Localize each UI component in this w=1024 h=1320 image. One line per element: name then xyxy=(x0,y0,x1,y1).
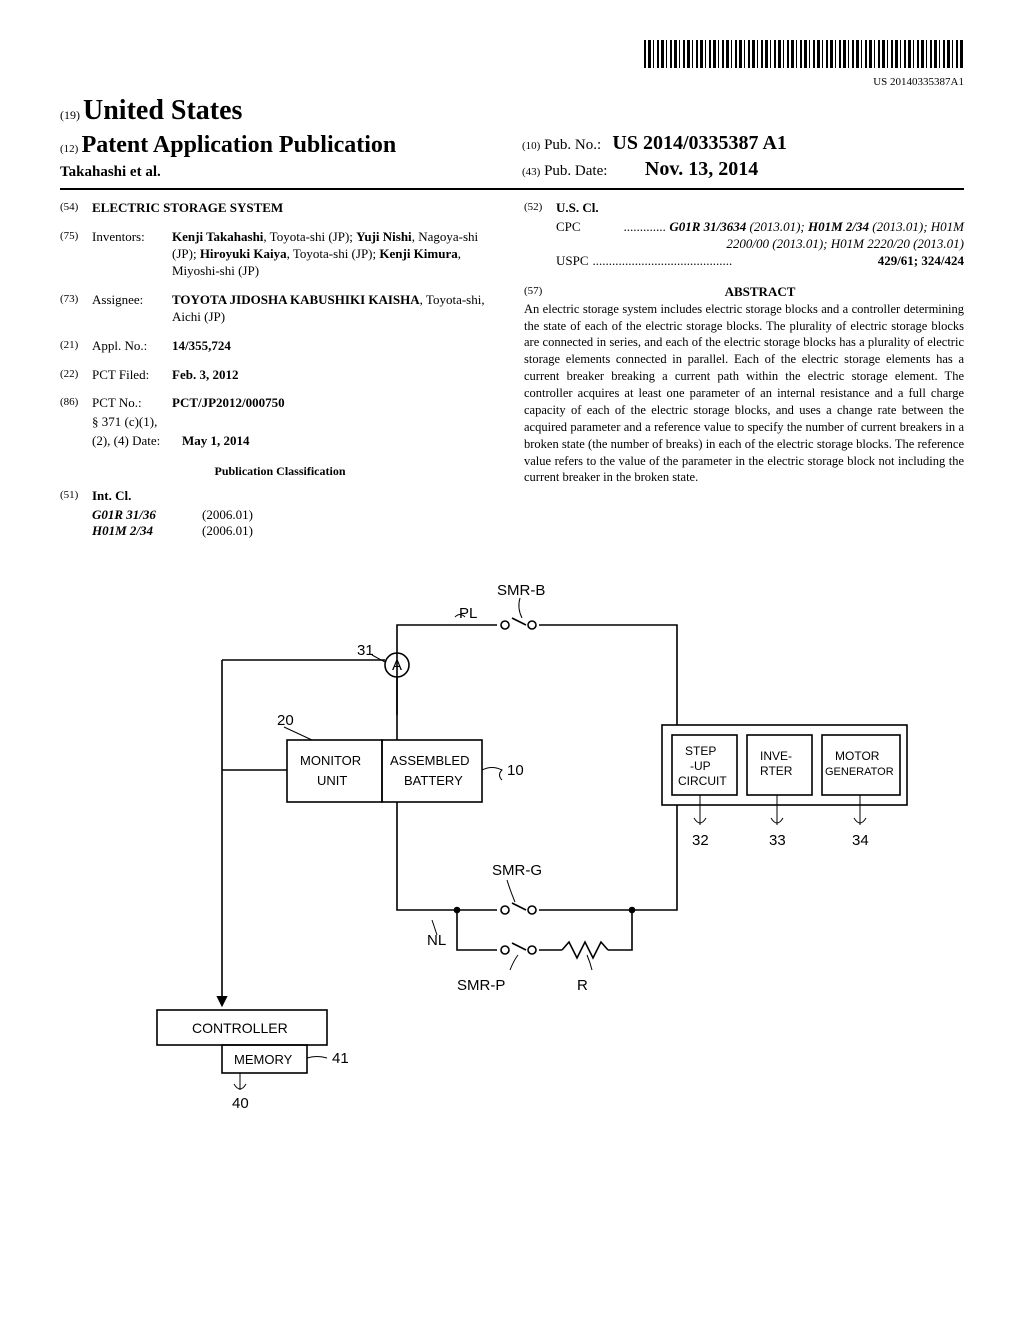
code-86: (86) xyxy=(60,395,92,412)
label-r: R xyxy=(577,977,588,994)
label-smr-g: SMR-G xyxy=(492,862,542,879)
label-40: 40 xyxy=(232,1095,249,1110)
intcl-label: Int. Cl. xyxy=(92,488,131,503)
uspc-value: 429/61; 324/424 xyxy=(878,253,964,270)
applno-label: Appl. No.: xyxy=(92,338,172,355)
pub-date-label: Pub. Date: xyxy=(544,163,607,179)
abstract-text: An electric storage system includes elec… xyxy=(524,301,964,487)
label-31: 31 xyxy=(357,642,374,659)
code-21: (21) xyxy=(60,338,92,355)
label-41: 41 xyxy=(332,1050,349,1067)
label-33: 33 xyxy=(769,832,786,849)
code-43: (43) xyxy=(522,166,540,178)
label-pl: PL xyxy=(459,605,477,622)
inventors-text: Kenji Takahashi, Toyota-shi (JP); Yuji N… xyxy=(172,229,500,280)
label-a: A xyxy=(392,657,402,674)
code-73: (73) xyxy=(60,292,92,326)
pctfiled-value: Feb. 3, 2012 xyxy=(172,367,238,382)
box-inverter-1: INVE- xyxy=(760,749,792,763)
circuit-diagram: PL SMR-B A 31 MONITOR UNIT ASSEMBLED BAT… xyxy=(60,570,964,1110)
code-10: (10) xyxy=(522,140,540,152)
box-stepup-2: -UP xyxy=(690,759,711,773)
right-column: (52) U.S. Cl. CPC ............. G01R 31/… xyxy=(524,200,964,540)
left-column: (54) ELECTRIC STORAGE SYSTEM (75) Invent… xyxy=(60,200,500,540)
barcode xyxy=(644,40,964,68)
pctfiled-label: PCT Filed: xyxy=(92,367,172,384)
pub-no-label: Pub. No.: xyxy=(544,137,601,153)
box-controller: CONTROLLER xyxy=(192,1020,288,1036)
box-motor-2: GENERATOR xyxy=(825,766,894,778)
box-monitor-1: MONITOR xyxy=(300,753,361,768)
pub-no: US 2014/0335387 A1 xyxy=(612,132,786,154)
box-inverter-2: RTER xyxy=(760,764,793,778)
f86-sub1: § 371 (c)(1), xyxy=(92,414,500,431)
f86-sub2-label: (2), (4) Date: xyxy=(92,433,182,450)
pub-classification-heading: Publication Classification xyxy=(60,464,500,480)
cpc-value: G01R 31/3634 xyxy=(669,219,746,234)
intcl-row-1-ver: (2006.01) xyxy=(202,523,253,540)
box-battery-1: ASSEMBLED xyxy=(390,753,469,768)
box-memory: MEMORY xyxy=(234,1052,293,1067)
inventors-label: Inventors: xyxy=(92,229,172,280)
code-52: (52) xyxy=(524,200,556,217)
code-54: (54) xyxy=(60,200,92,217)
code-51: (51) xyxy=(60,488,92,505)
invention-title: ELECTRIC STORAGE SYSTEM xyxy=(92,200,500,217)
intcl-row-0-ver: (2006.01) xyxy=(202,507,253,524)
country: United States xyxy=(83,95,242,126)
label-smr-p: SMR-P xyxy=(457,977,505,994)
barcode-text: US 20140335387A1 xyxy=(60,75,964,89)
uspc-label: USPC xyxy=(556,253,589,270)
box-battery-2: BATTERY xyxy=(404,773,463,788)
applno-value: 14/355,724 xyxy=(172,338,231,353)
box-motor-1: MOTOR xyxy=(835,749,880,763)
label-10: 10 xyxy=(507,762,524,779)
authors: Takahashi et al. xyxy=(60,163,502,183)
code-12: (12) xyxy=(60,143,78,155)
intcl-row-0-cls: G01R 31/36 xyxy=(92,507,202,524)
pub-date: Nov. 13, 2014 xyxy=(645,158,758,180)
label-34: 34 xyxy=(852,832,869,849)
uscl-label: U.S. Cl. xyxy=(556,200,599,215)
publication-type: Patent Application Publication xyxy=(82,132,397,158)
assignee-text: TOYOTA JIDOSHA KABUSHIKI KAISHA, Toyota-… xyxy=(172,292,500,326)
cpc-label: CPC xyxy=(556,219,581,236)
label-20: 20 xyxy=(277,712,294,729)
code-22: (22) xyxy=(60,367,92,384)
header: (19) United States (12) Patent Applicati… xyxy=(60,93,964,190)
abstract-heading: ABSTRACT xyxy=(725,284,796,299)
pctno-value: PCT/JP2012/000750 xyxy=(172,395,285,410)
label-smr-b: SMR-B xyxy=(497,582,545,599)
box-stepup-3: CIRCUIT xyxy=(678,774,727,788)
box-stepup-1: STEP xyxy=(685,744,716,758)
f86-sub2-value: May 1, 2014 xyxy=(182,433,250,450)
code-75: (75) xyxy=(60,229,92,280)
box-monitor-2: UNIT xyxy=(317,773,347,788)
label-32: 32 xyxy=(692,832,709,849)
code-57: (57) xyxy=(524,284,556,301)
assignee-label: Assignee: xyxy=(92,292,172,326)
intcl-row-1-cls: H01M 2/34 xyxy=(92,523,202,540)
pctno-label: PCT No.: xyxy=(92,395,172,412)
code-19: (19) xyxy=(60,108,80,122)
